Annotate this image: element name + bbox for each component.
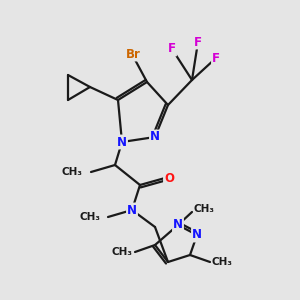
Text: F: F xyxy=(194,35,202,49)
Text: N: N xyxy=(127,203,137,217)
Text: N: N xyxy=(117,136,127,148)
Text: F: F xyxy=(212,52,220,64)
Text: O: O xyxy=(164,172,174,184)
Text: CH₃: CH₃ xyxy=(79,212,100,222)
Text: N: N xyxy=(173,218,183,232)
Text: CH₃: CH₃ xyxy=(62,167,83,177)
Text: F: F xyxy=(168,43,176,56)
Text: CH₃: CH₃ xyxy=(112,247,133,257)
Text: Br: Br xyxy=(126,47,140,61)
Text: N: N xyxy=(150,130,160,143)
Text: N: N xyxy=(192,229,202,242)
Text: CH₃: CH₃ xyxy=(194,204,215,214)
Text: CH₃: CH₃ xyxy=(212,257,233,267)
